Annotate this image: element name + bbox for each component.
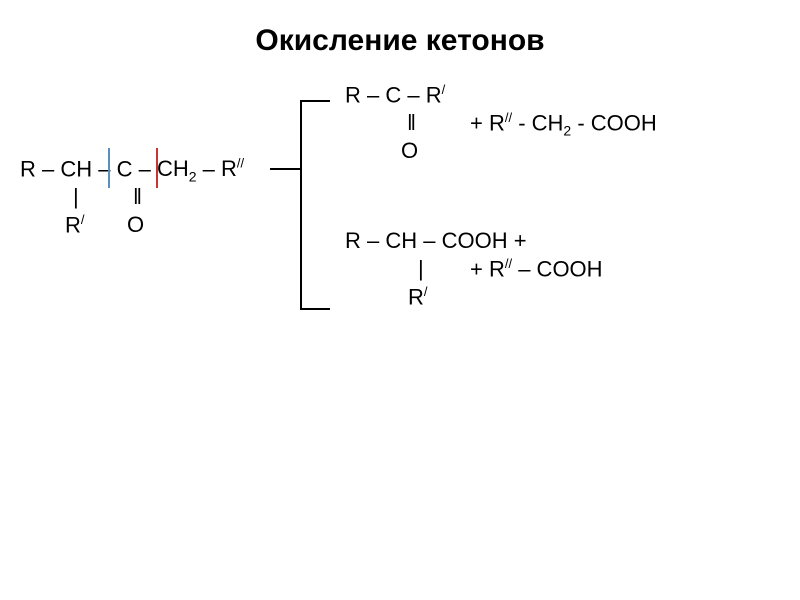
product-bot-line2-right: + R// – COOH xyxy=(470,256,603,282)
bracket-bottom xyxy=(300,308,330,310)
bracket-stem xyxy=(270,168,300,170)
r-group: R xyxy=(20,156,36,181)
page-title: Окисление кетонов xyxy=(0,24,800,58)
ch2: CH2 xyxy=(157,156,197,181)
bracket-vertical xyxy=(300,100,302,310)
product-top-line2-right: + R// - CH2 - COOH xyxy=(470,110,657,139)
reactant-r-prime: R/ xyxy=(65,212,85,238)
product-bot-line1: R – CH – COOH + xyxy=(345,228,527,254)
cleave-line-blue xyxy=(108,148,110,188)
r-double-prime: R// xyxy=(221,156,244,181)
product-bot-r-prime: R/ xyxy=(408,284,428,310)
cleave-line-red xyxy=(156,148,158,188)
carbonyl-c: C xyxy=(117,156,133,181)
bracket-top xyxy=(300,100,330,102)
reactant-bond-bar: | xyxy=(73,184,79,210)
reactant-oxygen: O xyxy=(127,212,144,238)
reactant-double-bond: ‖ xyxy=(133,184,142,210)
product-top-line1: R – C – R/ xyxy=(345,82,445,108)
ch: CH xyxy=(60,156,92,181)
reactant-line1: R – CH – C – CH2 – R// xyxy=(20,156,244,185)
product-top-dbond: ‖ xyxy=(407,110,416,136)
product-bot-bar: | xyxy=(418,256,424,282)
product-top-oxygen: O xyxy=(401,138,418,164)
